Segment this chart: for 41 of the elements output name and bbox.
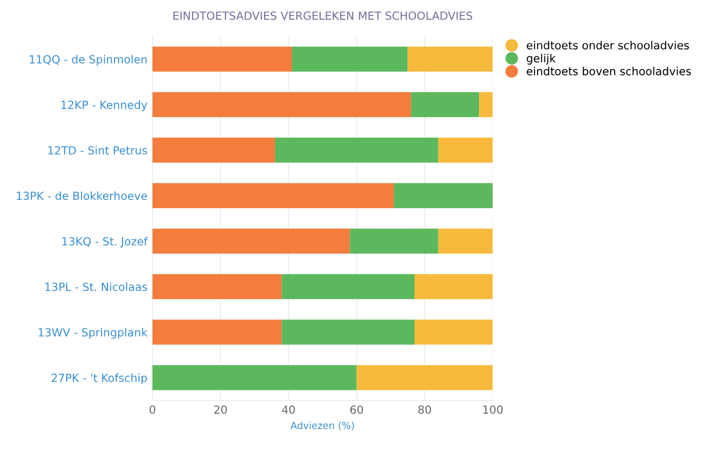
y-tick-label: 12KP - Kennedy — [61, 100, 148, 112]
bar — [350, 228, 438, 254]
bar — [152, 228, 350, 254]
x-axis-title: Adviezen (%) — [290, 422, 354, 430]
y-tick-label: 11QQ - de Spinmolen — [30, 54, 147, 66]
bar — [356, 365, 493, 390]
legend-label: eindtoets boven schooladvies — [526, 66, 691, 76]
bar — [479, 92, 493, 118]
legend-label: gelijk — [526, 54, 556, 65]
bar — [414, 274, 493, 300]
bar — [152, 183, 394, 208]
bar — [438, 138, 493, 163]
bar — [152, 365, 357, 390]
bar — [438, 228, 493, 254]
x-tick-label: 100 — [483, 405, 503, 414]
bar — [411, 92, 480, 118]
chart-title: EINDTOETSADVIES VERGELEKEN MET SCHOOLADVIES — [173, 11, 472, 20]
bar — [282, 320, 414, 345]
bar — [152, 320, 282, 345]
x-tick-label: 20 — [214, 405, 227, 414]
bar — [394, 183, 493, 208]
y-tick-label: 12TD - Sint Petrus — [48, 146, 148, 155]
legend-label: eindtoets onder schooladvies — [526, 40, 689, 50]
bar — [152, 46, 292, 72]
y-tick-label: 27PK - 't Kofschip — [52, 373, 147, 384]
bar — [408, 46, 493, 72]
bar — [152, 138, 275, 163]
y-tick-label: 13PL - St. Nicolaas — [45, 282, 148, 292]
bar — [282, 274, 414, 300]
bar — [152, 92, 412, 118]
bar — [274, 138, 438, 163]
y-tick-label: 13KQ - St. Jozef — [62, 236, 148, 248]
x-tick-label: 60 — [350, 405, 363, 414]
bar — [414, 320, 493, 345]
x-tick-label: 80 — [418, 405, 432, 414]
bar — [292, 46, 408, 72]
x-tick-label: 40 — [282, 405, 295, 414]
x-tick-label: 0 — [150, 405, 156, 414]
y-tick-label: 13PK - de Blokkerhoeve — [16, 191, 147, 200]
bar — [152, 274, 282, 300]
y-tick-label: 13WV - Springplank — [38, 328, 148, 339]
